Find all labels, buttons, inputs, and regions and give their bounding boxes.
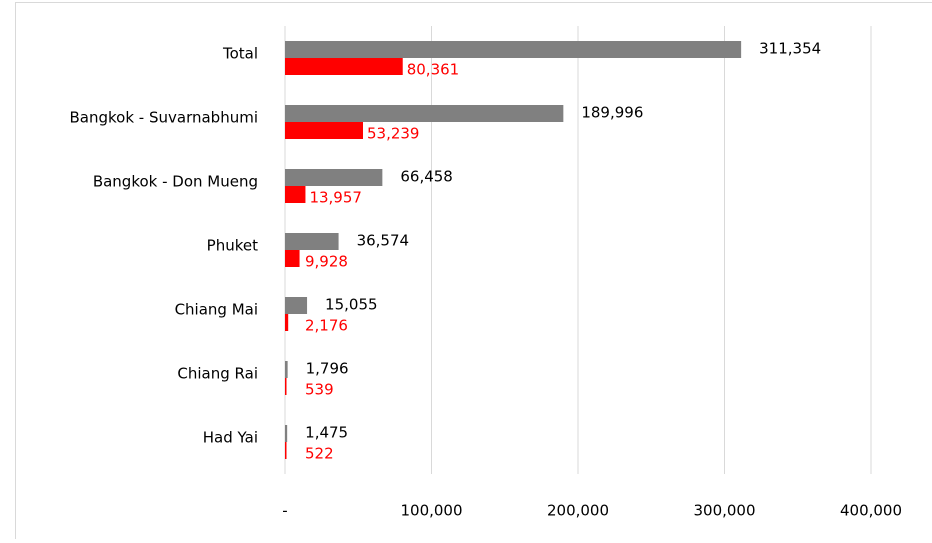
data-label: 539 <box>305 381 334 399</box>
x-tick-label: 100,000 <box>400 502 462 520</box>
y-tick-label: Phuket <box>207 237 258 255</box>
x-tick-label: 300,000 <box>693 502 755 520</box>
data-label: 15,055 <box>325 296 378 314</box>
bar <box>285 122 363 139</box>
data-label: 66,458 <box>400 168 453 186</box>
bar <box>285 361 288 378</box>
bar <box>285 378 287 395</box>
bar <box>285 425 287 442</box>
data-label: 13,957 <box>309 189 362 207</box>
data-label: 53,239 <box>367 125 420 143</box>
bar <box>285 58 403 75</box>
bar <box>285 169 382 186</box>
y-tick-label: Chiang Mai <box>175 301 258 319</box>
bar <box>285 442 287 459</box>
bar <box>285 314 288 331</box>
chart-frame <box>16 3 932 540</box>
y-tick-label: Had Yai <box>203 429 258 447</box>
data-label: 2,176 <box>305 317 348 335</box>
data-label: 522 <box>305 445 334 463</box>
data-label: 1,796 <box>306 360 349 378</box>
bar <box>285 41 741 58</box>
y-tick-label: Bangkok - Don Mueng <box>93 173 258 191</box>
bar <box>285 105 563 122</box>
y-tick-label: Total <box>222 45 258 63</box>
data-label: 311,354 <box>759 40 821 58</box>
data-label: 80,361 <box>407 61 460 79</box>
y-tick-label: Bangkok - Suvarnabhumi <box>70 109 259 127</box>
bar <box>285 297 307 314</box>
bar <box>285 250 300 267</box>
bar <box>285 233 339 250</box>
bar <box>285 186 305 203</box>
x-tick-label: 200,000 <box>547 502 609 520</box>
x-tick-label: - <box>282 502 287 520</box>
y-tick-label: Chiang Rai <box>177 365 258 383</box>
data-label: 36,574 <box>357 232 410 250</box>
data-label: 9,928 <box>305 253 348 271</box>
data-label: 1,475 <box>305 424 348 442</box>
x-tick-label: 400,000 <box>840 502 902 520</box>
data-label: 189,996 <box>581 104 643 122</box>
